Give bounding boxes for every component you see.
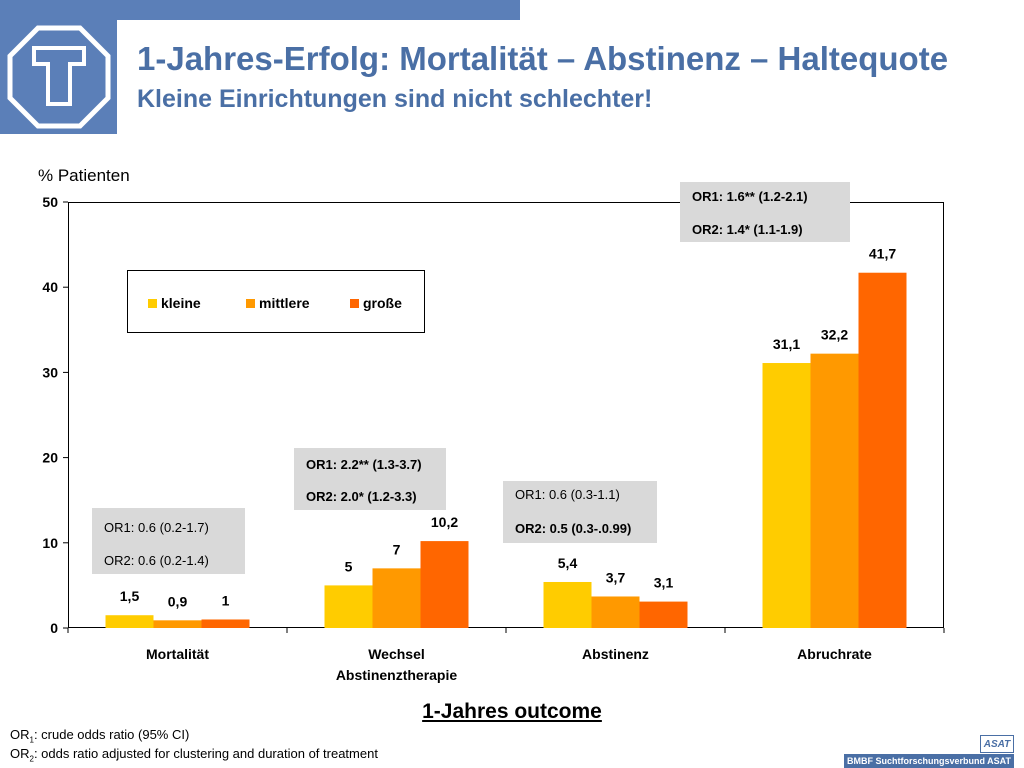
bar-mittlere-2	[591, 596, 640, 628]
y-axis-label: % Patienten	[38, 166, 130, 185]
footnote-or2-sub: 2	[29, 754, 34, 764]
university-logo	[0, 20, 117, 134]
data-label: 7	[393, 541, 401, 557]
footnote-or2-prefix: OR	[10, 746, 30, 761]
data-label: 41,7	[869, 246, 896, 262]
bar-kleine-2	[543, 581, 592, 628]
x-tick-label: Wechsel	[368, 646, 425, 662]
bar-große-1	[420, 541, 469, 628]
data-label: 0,9	[168, 593, 188, 609]
legend-item-mittlere: mittlere	[246, 295, 310, 311]
bar-große-2	[639, 601, 688, 628]
legend-swatch-grosse	[350, 298, 359, 308]
or2-text: OR2: 0.6 (0.2-1.4)	[104, 553, 209, 568]
data-label: 3,1	[654, 575, 674, 591]
legend-label-kleine: kleine	[161, 295, 201, 311]
y-tick-label: 20	[42, 450, 58, 466]
x-tick-label: Abstinenztherapie	[336, 667, 458, 683]
legend-label-mittlere: mittlere	[259, 295, 310, 311]
y-tick-label: 50	[42, 194, 58, 210]
y-tick-label: 40	[42, 279, 58, 295]
data-label: 1,5	[120, 588, 140, 604]
or1-text: OR1: 0.6 (0.3-1.1)	[515, 487, 620, 502]
bar-große-3	[858, 272, 907, 628]
footer-branding: BMBF Suchtforschungsverbund ASAT	[844, 754, 1014, 768]
bar-kleine-0	[105, 615, 154, 628]
page-subtitle: Kleine Einrichtungen sind nicht schlecht…	[137, 85, 653, 113]
chart-legend: kleine mittlere große	[127, 270, 425, 333]
legend-item-grosse: große	[350, 295, 402, 311]
or2-text: OR2: 0.5 (0.3-.0.99)	[515, 521, 632, 536]
asat-logo: ASAT	[980, 735, 1014, 753]
y-tick-label: 30	[42, 364, 58, 380]
plot-area	[68, 202, 944, 628]
y-tick-label: 0	[50, 620, 58, 636]
footnote-or1: OR1: crude odds ratio (95% CI)	[10, 727, 189, 745]
data-label: 5	[345, 558, 353, 574]
x-tick-label: Mortalität	[146, 646, 209, 662]
or1-text: OR1: 2.2** (1.3-3.7)	[306, 457, 422, 472]
or2-text: OR2: 2.0* (1.2-3.3)	[306, 489, 417, 504]
legend-label-grosse: große	[363, 295, 402, 311]
footnote-or2-text: : odds ratio adjusted for clustering and…	[33, 746, 378, 761]
bar-mittlere-3	[810, 353, 859, 628]
or-annotation-abruchrate: OR1: 1.6** (1.2-2.1) OR2: 1.4* (1.1-1.9)	[680, 182, 850, 242]
x-axis-title: 1-Jahres outcome	[422, 700, 602, 723]
footnote-or2: OR2: odds ratio adjusted for clustering …	[10, 746, 378, 764]
legend-swatch-kleine	[148, 298, 157, 308]
y-tick-label: 10	[42, 535, 58, 551]
legend-item-kleine: kleine	[148, 295, 201, 311]
data-label: 5,4	[558, 555, 578, 571]
header-stripe	[0, 0, 520, 20]
bar-kleine-3	[762, 363, 811, 628]
or2-text: OR2: 1.4* (1.1-1.9)	[692, 222, 803, 237]
x-tick-label: Abruchrate	[797, 646, 872, 662]
or-annotation-wechsel: OR1: 2.2** (1.3-3.7) OR2: 2.0* (1.2-3.3)	[294, 448, 446, 510]
footnote-or1-sub: 1	[29, 735, 34, 745]
footnote-or1-text: : crude odds ratio (95% CI)	[33, 727, 190, 742]
data-label: 10,2	[431, 514, 458, 530]
or1-text: OR1: 1.6** (1.2-2.1)	[692, 189, 808, 204]
data-label: 31,1	[773, 336, 800, 352]
data-label: 3,7	[606, 569, 626, 585]
bar-kleine-1	[324, 585, 373, 628]
or-annotation-abstinenz: OR1: 0.6 (0.3-1.1) OR2: 0.5 (0.3-.0.99)	[503, 481, 657, 543]
bar-chart: 0 10 20 30 40 50 1,5 0,9 1 Mortalität 5 7 10,2 Wechse…	[42, 194, 945, 683]
data-label: 1	[222, 592, 230, 608]
bar-mittlere-1	[372, 568, 421, 628]
x-tick-label: Abstinenz	[582, 646, 649, 662]
bar-mittlere-0	[153, 620, 202, 628]
page-title: 1-Jahres-Erfolg: Mortalität – Abstinenz …	[137, 40, 949, 77]
or-annotation-mortalitaet: OR1: 0.6 (0.2-1.7) OR2: 0.6 (0.2-1.4)	[92, 508, 245, 574]
legend-swatch-mittlere	[246, 298, 255, 308]
data-label: 32,2	[821, 327, 848, 343]
bar-große-0	[201, 619, 250, 628]
or1-text: OR1: 0.6 (0.2-1.7)	[104, 520, 209, 535]
footnote-or1-prefix: OR	[10, 727, 30, 742]
